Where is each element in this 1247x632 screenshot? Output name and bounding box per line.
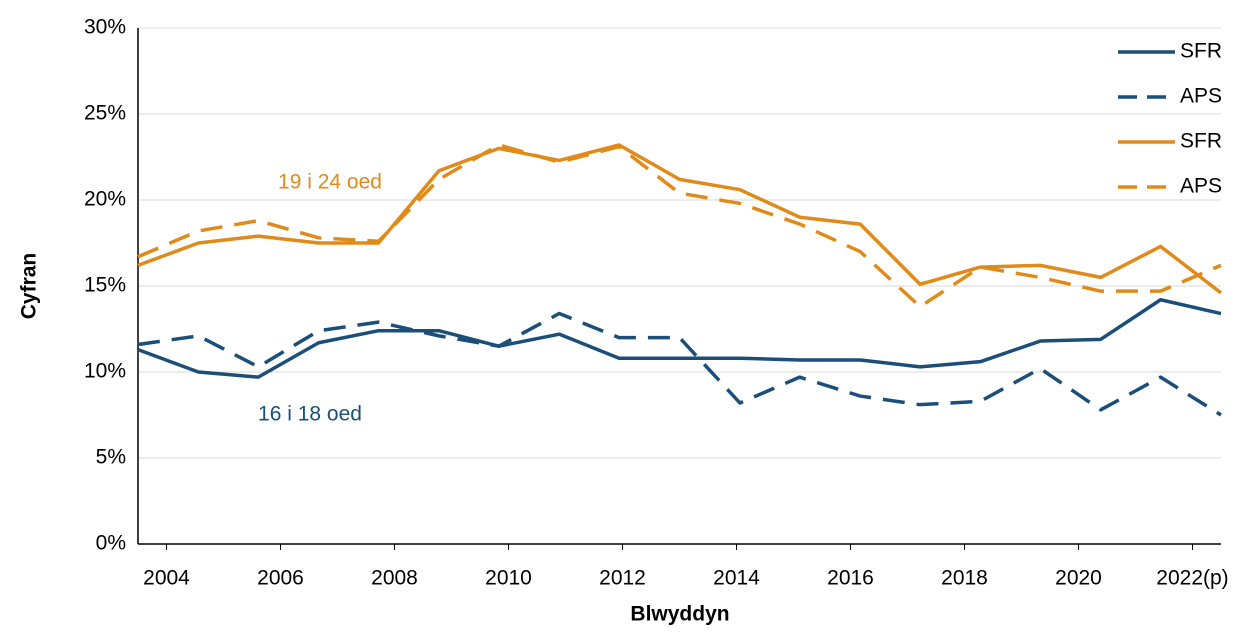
annotation: 16 i 18 oed xyxy=(258,403,362,426)
series-line xyxy=(137,311,1222,417)
x-tick-label: 2008 xyxy=(371,567,418,590)
x-tick-label: 2010 xyxy=(485,567,532,590)
y-axis-title: Cyfran xyxy=(18,253,41,320)
x-tick-label: 2016 xyxy=(827,567,874,590)
y-tick-label: 5% xyxy=(96,446,126,469)
x-tick-label: 2018 xyxy=(941,567,988,590)
x-tick-label: 2020 xyxy=(1055,567,1102,590)
x-tick-label: 2014 xyxy=(713,567,760,590)
annotation: 19 i 24 oed xyxy=(278,171,382,194)
x-tick-label: 2012 xyxy=(599,567,646,590)
legend-label: SFR xyxy=(1180,40,1222,63)
series-line xyxy=(137,143,1223,295)
y-tick-label: 15% xyxy=(84,274,126,297)
legend-label: APS xyxy=(1180,175,1222,198)
x-axis-title: Blwyddyn xyxy=(630,603,729,626)
y-tick-label: 25% xyxy=(84,102,126,125)
x-tick-label: 2004 xyxy=(143,567,190,590)
legend-label: APS xyxy=(1180,85,1222,108)
series-line xyxy=(137,143,1222,309)
y-tick-label: 20% xyxy=(84,188,126,211)
legend-label: SFR xyxy=(1180,130,1222,153)
series-line xyxy=(137,298,1222,379)
y-tick-label: 10% xyxy=(84,360,126,383)
x-tick-label: 2022(p) xyxy=(1156,567,1228,590)
y-tick-label: 0% xyxy=(96,532,126,555)
x-tick-label: 2006 xyxy=(257,567,304,590)
y-tick-label: 30% xyxy=(84,16,126,39)
